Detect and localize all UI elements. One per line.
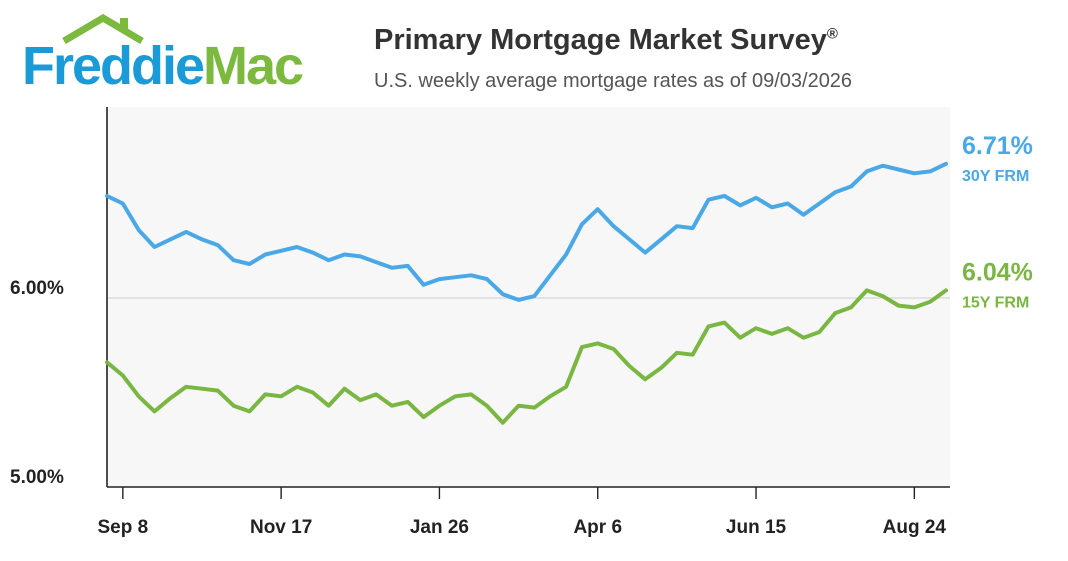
series-line-15y	[105, 288, 948, 425]
x-tick-label: Jun 15	[726, 517, 787, 538]
series-name-label: 15Y FRM	[962, 294, 1029, 311]
x-tick-label: Jan 26	[410, 517, 469, 538]
house-roof-icon	[62, 14, 144, 44]
series-line-30y	[105, 161, 948, 302]
freddie-mac-logo: FreddieMac	[22, 14, 342, 96]
end-value-label: 6.04%	[962, 258, 1033, 286]
y-tick-label: 6.00%	[10, 278, 64, 299]
logo-word-freddie: Freddie	[22, 36, 205, 96]
end-value-label: 6.71%	[962, 132, 1033, 160]
chart-title-text: Primary Mortgage Market Survey	[374, 24, 827, 56]
chart-subtitle: U.S. weekly average mortgage rates as of…	[374, 70, 853, 92]
x-tick-label: Nov 17	[250, 517, 312, 538]
series-name-label: 30Y FRM	[962, 168, 1029, 185]
logo-wordmark: FreddieMac	[22, 36, 304, 96]
registered-mark: ®	[826, 25, 838, 43]
logo-word-mac: Mac	[203, 36, 304, 96]
chart-title: Primary Mortgage Market Survey®	[374, 24, 838, 57]
x-tick-label: Sep 8	[97, 517, 148, 538]
x-tick-label: Apr 6	[573, 517, 622, 538]
x-tick-label: Aug 24	[883, 517, 947, 538]
y-tick-label: 5.00%	[10, 467, 64, 488]
